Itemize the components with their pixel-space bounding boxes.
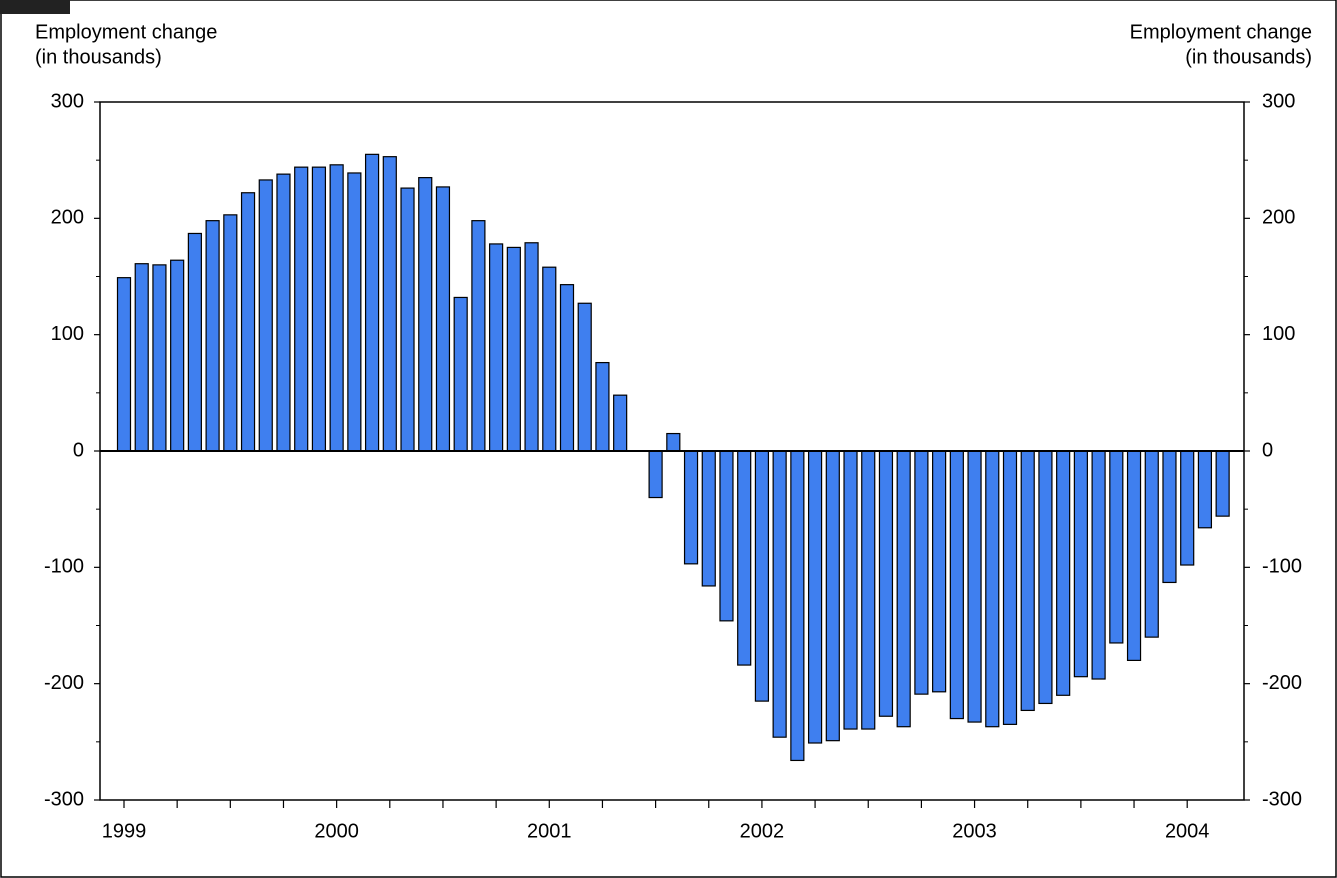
bar <box>559 284 575 452</box>
bar <box>932 450 947 693</box>
bar <box>418 177 433 452</box>
bar <box>701 450 716 587</box>
y2-tick-label: 0 <box>1262 439 1273 461</box>
bar <box>382 156 397 452</box>
x-tick-label: 1999 <box>102 820 147 842</box>
y2-axis-label: Employment change <box>1130 21 1312 43</box>
bar <box>577 302 592 452</box>
y-tick-label: 300 <box>51 90 84 112</box>
bar <box>1002 450 1018 725</box>
bar <box>613 394 628 452</box>
y-tick-label: -100 <box>44 556 84 578</box>
bar <box>914 450 929 695</box>
y2-tick-label: -300 <box>1262 788 1302 810</box>
y-axis-label: Employment change <box>35 21 217 43</box>
bar <box>435 186 451 452</box>
x-tick-label: 2002 <box>740 820 785 842</box>
bar <box>1126 450 1142 661</box>
bar <box>170 259 185 452</box>
bar <box>1215 450 1230 517</box>
bar <box>1038 450 1053 705</box>
bar <box>878 450 894 717</box>
bar <box>843 450 858 730</box>
bar <box>967 450 982 723</box>
bar <box>985 450 1000 728</box>
bar <box>364 153 380 452</box>
bar <box>471 220 486 452</box>
bar <box>1109 450 1124 644</box>
bar <box>489 243 504 452</box>
bar <box>683 450 699 565</box>
bar <box>1073 450 1088 678</box>
bar <box>240 192 256 452</box>
y2-tick-label: -100 <box>1262 556 1302 578</box>
bar <box>1162 450 1177 584</box>
bar <box>187 232 202 452</box>
y2-axis-label: (in thousands) <box>1185 46 1312 68</box>
bar <box>329 164 344 452</box>
y-tick-label: 100 <box>51 323 84 345</box>
bar <box>790 450 805 762</box>
bar <box>1020 450 1035 712</box>
bar <box>896 450 911 728</box>
y-tick-label: 0 <box>73 439 84 461</box>
bar <box>258 179 273 452</box>
y2-tick-label: 200 <box>1262 207 1295 229</box>
bar <box>294 166 309 452</box>
bar <box>134 263 149 452</box>
bar <box>666 432 681 452</box>
bar <box>1197 450 1213 529</box>
y-tick-label: -300 <box>44 788 84 810</box>
bar <box>949 450 964 720</box>
bar <box>1144 450 1159 638</box>
bar <box>861 450 876 730</box>
y2-tick-label: -200 <box>1262 672 1302 694</box>
bar <box>754 450 770 702</box>
bar <box>453 296 468 452</box>
bar <box>825 450 840 742</box>
chart-number-box <box>0 0 70 14</box>
x-tick-label: 2001 <box>527 820 572 842</box>
bar <box>772 450 787 738</box>
bar <box>311 166 327 452</box>
bar <box>595 361 610 452</box>
bar <box>506 246 521 452</box>
bar <box>1091 450 1106 680</box>
bar <box>542 266 557 452</box>
bar <box>1056 450 1071 696</box>
x-tick-label: 2004 <box>1165 820 1210 842</box>
y2-tick-label: 100 <box>1262 323 1295 345</box>
y-tick-label: -200 <box>44 672 84 694</box>
y2-tick-label: 300 <box>1262 90 1295 112</box>
bar <box>719 450 734 622</box>
bar <box>347 172 362 452</box>
bar <box>223 214 238 452</box>
bar <box>276 173 291 452</box>
bar <box>1180 450 1195 566</box>
bar <box>524 242 539 452</box>
bar <box>205 220 220 452</box>
bar <box>400 187 415 452</box>
x-tick-label: 2000 <box>314 820 359 842</box>
bar <box>648 450 663 499</box>
bar <box>116 277 132 452</box>
y-axis-label: (in thousands) <box>35 46 162 68</box>
y-tick-label: 200 <box>51 207 84 229</box>
bar <box>737 450 752 666</box>
bar <box>152 264 167 452</box>
bar <box>807 450 823 744</box>
x-tick-label: 2003 <box>952 820 997 842</box>
